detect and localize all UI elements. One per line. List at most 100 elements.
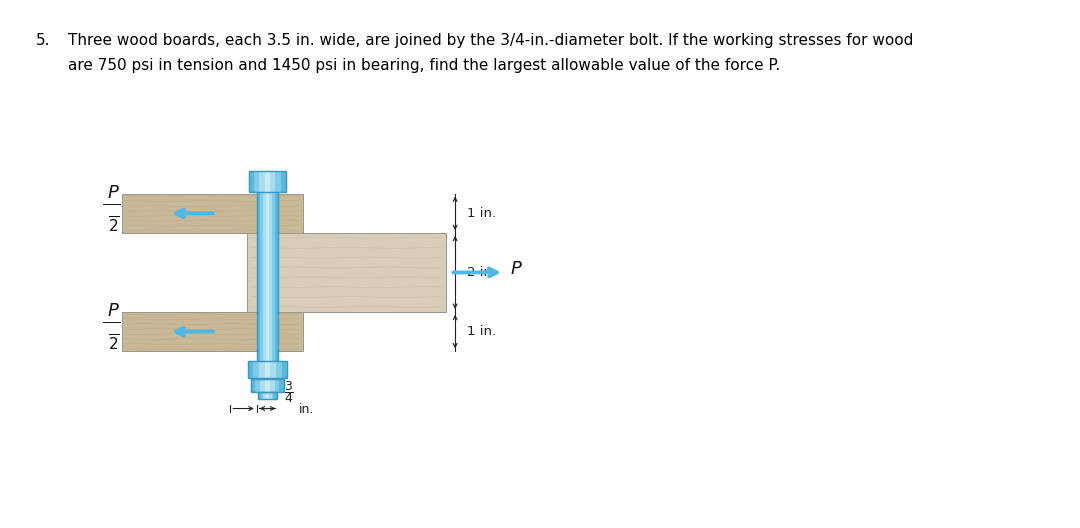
Bar: [258, 392, 260, 399]
Bar: [248, 172, 254, 192]
Bar: [254, 172, 259, 192]
Bar: [264, 392, 266, 399]
Bar: [275, 361, 282, 378]
Bar: [248, 172, 286, 192]
Text: 1 in.: 1 in.: [468, 207, 497, 220]
Bar: [259, 189, 262, 363]
Bar: [265, 172, 270, 192]
Text: 2 in.: 2 in.: [468, 266, 497, 279]
Text: $\overline{2}$: $\overline{2}$: [108, 215, 120, 235]
Bar: [275, 189, 279, 363]
Bar: [280, 380, 284, 392]
Bar: [248, 172, 286, 192]
Bar: [248, 172, 254, 192]
Bar: [269, 189, 272, 363]
Text: $\dfrac{3}{4}$: $\dfrac{3}{4}$: [284, 379, 294, 405]
Bar: [274, 380, 280, 392]
Bar: [271, 392, 274, 399]
Bar: [258, 392, 278, 399]
Bar: [257, 189, 259, 363]
Bar: [256, 380, 260, 392]
Bar: [275, 172, 281, 192]
Bar: [259, 172, 265, 192]
Bar: [270, 361, 275, 378]
Text: are 750 psi in tension and 1450 psi in bearing, find the largest allowable value: are 750 psi in tension and 1450 psi in b…: [68, 59, 780, 73]
Bar: [260, 392, 264, 399]
Bar: [270, 380, 274, 392]
Bar: [282, 361, 287, 378]
Bar: [257, 312, 279, 351]
Bar: [262, 189, 266, 363]
Bar: [247, 361, 287, 378]
Bar: [270, 172, 275, 192]
Bar: [259, 361, 265, 378]
Text: 5.: 5.: [36, 33, 50, 48]
Bar: [247, 361, 254, 378]
Bar: [265, 361, 270, 378]
Bar: [247, 233, 446, 312]
Bar: [254, 361, 259, 378]
Bar: [282, 361, 287, 378]
Bar: [122, 312, 303, 351]
Bar: [259, 172, 265, 192]
Bar: [251, 380, 284, 392]
Bar: [266, 392, 269, 399]
Bar: [275, 189, 279, 363]
Bar: [122, 194, 303, 233]
Text: $\it{P}$: $\it{P}$: [107, 303, 120, 320]
Bar: [269, 392, 271, 399]
Bar: [258, 392, 260, 399]
Bar: [272, 189, 275, 363]
Bar: [257, 189, 279, 363]
Bar: [281, 172, 286, 192]
Bar: [122, 312, 303, 351]
Bar: [275, 361, 282, 378]
Bar: [122, 194, 303, 233]
Bar: [257, 194, 279, 233]
Bar: [251, 380, 256, 392]
Text: $\it{P}$: $\it{P}$: [510, 260, 523, 278]
Bar: [257, 233, 279, 312]
Bar: [262, 189, 266, 363]
Bar: [265, 380, 270, 392]
Bar: [269, 189, 272, 363]
Bar: [270, 172, 275, 192]
Bar: [280, 380, 284, 392]
Bar: [251, 380, 284, 392]
Text: in.: in.: [299, 403, 314, 416]
Bar: [265, 361, 270, 378]
Bar: [254, 361, 259, 378]
Bar: [265, 172, 270, 192]
Bar: [272, 189, 275, 363]
Bar: [270, 380, 274, 392]
Bar: [275, 172, 281, 192]
Bar: [247, 233, 446, 312]
Bar: [269, 392, 271, 399]
Bar: [266, 189, 269, 363]
Bar: [270, 361, 275, 378]
Text: $\it{P}$: $\it{P}$: [107, 184, 120, 202]
Bar: [264, 392, 266, 399]
Text: Three wood boards, each 3.5 in. wide, are joined by the 3/4-in.-diameter bolt. I: Three wood boards, each 3.5 in. wide, ar…: [68, 33, 913, 48]
Bar: [259, 189, 262, 363]
Text: $\overline{2}$: $\overline{2}$: [108, 334, 120, 354]
Bar: [260, 380, 265, 392]
Bar: [256, 380, 260, 392]
Bar: [266, 392, 269, 399]
Bar: [265, 380, 270, 392]
Bar: [257, 189, 259, 363]
Bar: [251, 380, 256, 392]
Bar: [266, 189, 269, 363]
Bar: [260, 392, 264, 399]
Bar: [271, 392, 274, 399]
Bar: [281, 172, 286, 192]
Bar: [258, 392, 278, 399]
Bar: [274, 392, 278, 399]
Bar: [257, 189, 279, 363]
Bar: [254, 172, 259, 192]
Bar: [274, 392, 278, 399]
Bar: [260, 380, 265, 392]
Bar: [247, 361, 254, 378]
Bar: [274, 380, 280, 392]
Text: 1 in.: 1 in.: [468, 325, 497, 338]
